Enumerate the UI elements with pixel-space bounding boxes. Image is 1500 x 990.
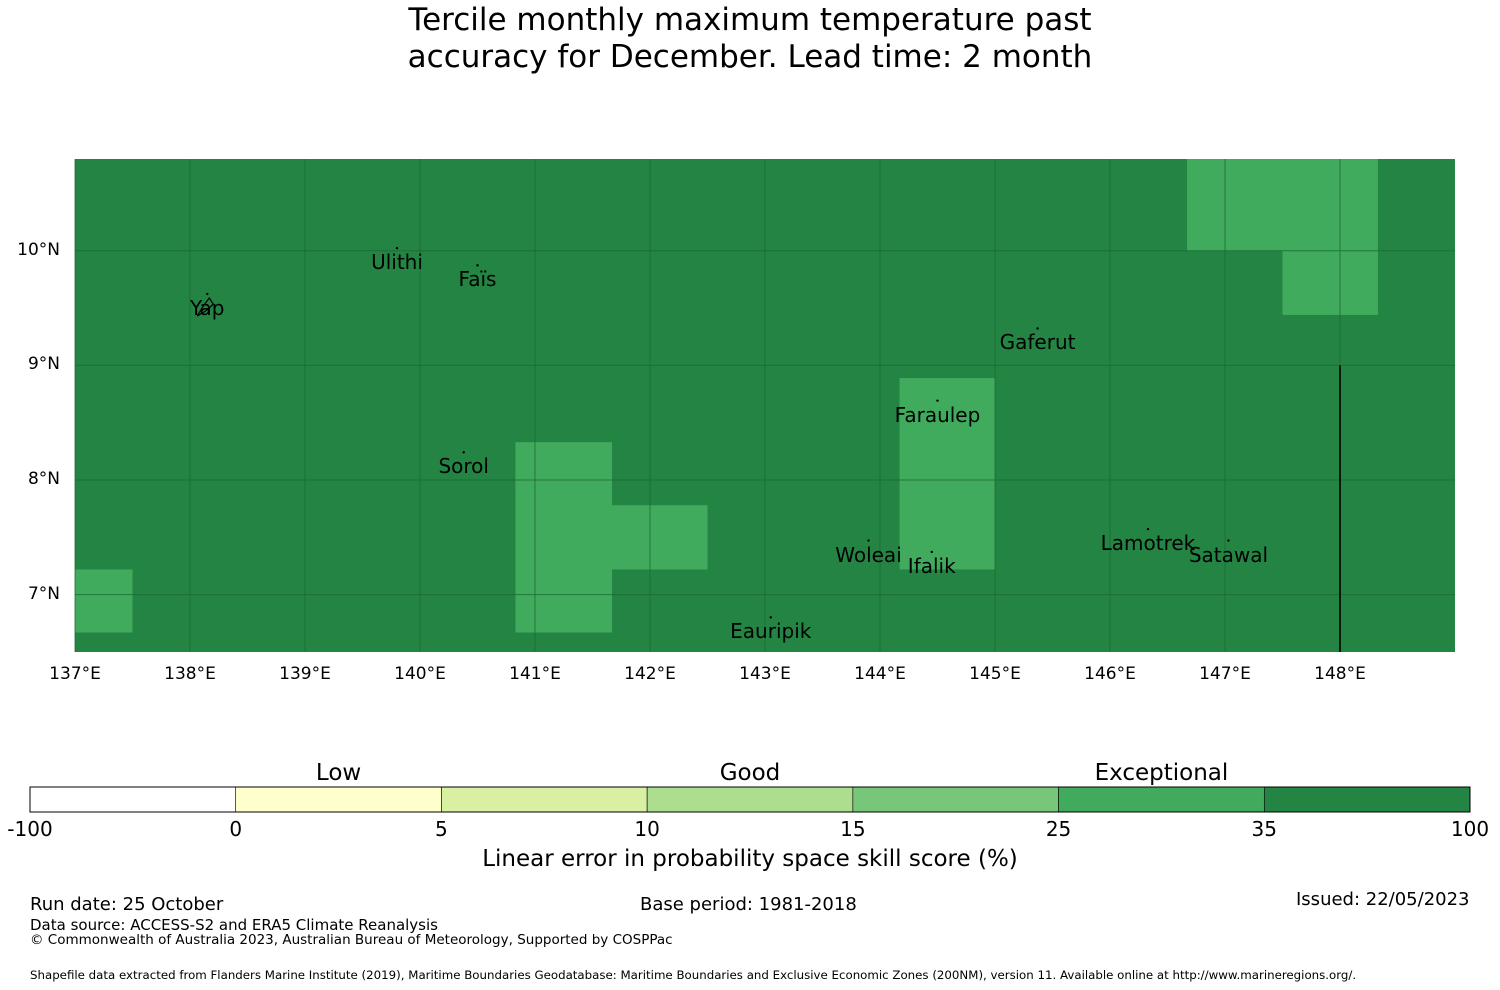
island-marker — [476, 264, 479, 267]
colorbar-frame — [29, 786, 1471, 813]
place-label: Ulithi — [371, 250, 423, 275]
colorbar-segment — [29, 786, 237, 813]
place-label: Sorol — [438, 454, 489, 479]
skill-cell — [1282, 250, 1378, 315]
colorbar-category-label: Low — [315, 760, 362, 786]
lon-tick-label: 141°E — [509, 664, 561, 684]
base-period: Base period: 1981-2018 — [640, 894, 857, 915]
colorbar-segment — [646, 786, 854, 813]
island-marker — [930, 550, 933, 554]
lat-tick-label: 7°N — [27, 583, 60, 604]
data-source: Data source: ACCESS-S2 and ERA5 Climate … — [30, 916, 438, 934]
place-label: Yap — [190, 296, 225, 321]
colorbar-tick-label: 25 — [1045, 817, 1072, 841]
lon-tick-label: 148°E — [1314, 664, 1366, 684]
lon-tick-label: 137°E — [49, 664, 101, 684]
colorbar-tick-label: 100 — [1450, 817, 1490, 841]
title-line-2: accuracy for December. Lead time: 2 mont… — [407, 39, 1093, 75]
lon-tick-label: 138°E — [164, 664, 216, 684]
run-date: Run date: 25 October — [30, 894, 224, 915]
colorbar-label: Linear error in probability space skill … — [482, 846, 1018, 872]
issued-date: Issued: 22/05/2023 — [1296, 889, 1470, 910]
lon-tick-label: 142°E — [624, 664, 676, 684]
island-marker — [206, 292, 209, 296]
lon-tick-label: 145°E — [969, 664, 1021, 684]
colorbar-category-label: Good — [719, 760, 781, 786]
colorbar-tick-label: 0 — [229, 817, 243, 841]
place-label: Eauripik — [730, 619, 812, 644]
lon-tick-label: 143°E — [739, 664, 791, 684]
island-marker — [769, 616, 772, 619]
lon-tick-label: 140°E — [394, 664, 446, 684]
place-label: Faïs — [458, 267, 497, 292]
place-label: Satawal — [1188, 542, 1269, 567]
chart-title: Tercile monthly maximum temperature past… — [0, 2, 1500, 76]
place-label: Woleai — [835, 542, 902, 567]
skill-cell — [515, 442, 613, 633]
colorbar-tick-label: -100 — [7, 817, 53, 841]
copyright: © Commonwealth of Australia 2023, Austra… — [30, 932, 673, 948]
place-label: Ifalik — [907, 554, 956, 578]
island-marker — [867, 539, 870, 542]
shapefile-credit: Shapefile data extracted from Flanders M… — [30, 968, 1357, 982]
title-line-1: Tercile monthly maximum temperature past — [408, 2, 1092, 38]
lon-tick-label: 146°E — [1084, 664, 1136, 684]
lat-tick-label: 9°N — [27, 354, 60, 375]
colorbar-category-label: Exceptional — [1094, 760, 1229, 786]
lat-tick-label: 8°N — [27, 469, 60, 490]
lon-tick-label: 139°E — [279, 664, 331, 684]
lon-tick-label: 147°E — [1199, 664, 1251, 684]
place-label: Faraulep — [894, 402, 981, 427]
island-marker — [1036, 327, 1039, 330]
lat-tick-label: 10°N — [17, 239, 60, 260]
place-label: Lamotrek — [1100, 531, 1196, 556]
yap-island-outline — [196, 297, 215, 317]
colorbar-segment — [441, 786, 648, 813]
colorbar-tick-label: 15 — [840, 817, 866, 841]
place-label: Gaferut — [999, 330, 1076, 355]
colorbar-tick-label: 10 — [634, 817, 660, 841]
colorbar-tick-label: 5 — [435, 817, 448, 841]
skill-cell — [899, 377, 995, 570]
island-marker — [1227, 539, 1230, 542]
island-marker — [936, 399, 939, 402]
colorbar-segment — [852, 786, 1059, 813]
colorbar-segment — [1058, 786, 1265, 813]
colorbar-tick-label: 35 — [1251, 817, 1278, 841]
island-marker — [395, 246, 399, 250]
skill-cell — [75, 569, 133, 633]
island-marker — [1146, 527, 1150, 531]
colorbar-segment — [235, 786, 442, 813]
colorbar-segment — [1263, 786, 1471, 813]
skill-cell — [1187, 159, 1378, 251]
lon-tick-label: 144°E — [854, 664, 906, 684]
skill-cell — [612, 505, 708, 570]
island-marker — [462, 451, 465, 454]
